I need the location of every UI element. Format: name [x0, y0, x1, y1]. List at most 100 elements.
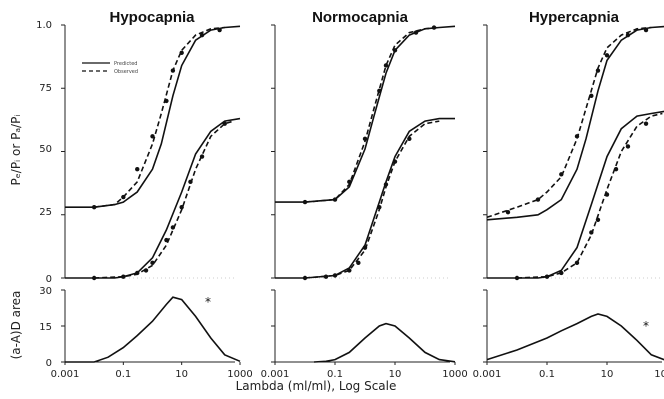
lower-series-observed-point	[574, 260, 580, 266]
upper-series-observed-point	[535, 197, 541, 202]
y-tick-top-25: 25	[39, 207, 52, 218]
lower-series-observed-line	[516, 112, 663, 279]
lower-series-observed-point	[407, 136, 412, 142]
x-tick-label: 1000	[654, 369, 664, 380]
area-curve	[486, 313, 664, 361]
upper-series-observed-point	[170, 68, 176, 73]
lower-series-observed-point	[544, 274, 550, 279]
upper-series-observed-line	[486, 26, 652, 219]
upper-series-predicted-line	[65, 25, 241, 208]
upper-series-observed-point	[347, 179, 352, 185]
y-tick-top-100: 1.0	[36, 20, 52, 31]
panel-title-hypocapnia: Hypocapnia	[109, 9, 195, 26]
upper-series-observed-point	[302, 199, 308, 205]
lower-series-observed-point	[222, 121, 227, 126]
chart-panels: 0.001 0.1 10 1000 * 0.001 0.1 10 1000 0.001 0.1 10 1…	[51, 24, 664, 380]
lower-series-observed-point	[377, 204, 382, 210]
lower-series-observed-point	[332, 273, 338, 278]
upper-series-observed-point	[559, 172, 564, 177]
upper-series-observed-point	[604, 53, 610, 58]
lower-series-observed-point	[170, 225, 176, 230]
lower-series-observed-point	[199, 154, 205, 159]
lower-series-observed-point	[323, 274, 329, 279]
lower-series-observed-line	[304, 120, 440, 279]
area-curve	[65, 296, 241, 363]
lower-series-observed-point	[356, 260, 361, 266]
y-tick-bottom-15: 15	[39, 322, 52, 333]
y-tick-bottom-30: 30	[39, 286, 52, 297]
x-tick-label: 0.1	[115, 369, 131, 380]
upper-series-predicted-line	[275, 25, 456, 203]
x-tick-label: 0.001	[51, 369, 80, 380]
lower-series-observed-point	[135, 270, 140, 276]
upper-series-observed-point	[164, 98, 169, 104]
significance-star: *	[205, 295, 211, 309]
upper-series-observed-point	[217, 27, 222, 33]
lower-series-observed-point	[559, 270, 564, 276]
upper-series-observed-point	[135, 167, 140, 172]
upper-series-observed-point	[121, 194, 126, 200]
upper-series-observed-point	[362, 136, 368, 142]
panel-title-hypercapnia: Hypercapnia	[529, 9, 620, 26]
upper-series-observed-point	[643, 27, 649, 33]
lower-series-observed-point	[164, 237, 169, 243]
x-tick-label: 1000	[227, 369, 252, 380]
lower-series-observed-point	[514, 275, 520, 281]
upper-series-observed-point	[383, 63, 389, 68]
upper-series-observed-point	[377, 88, 382, 93]
upper-series-observed-point	[413, 30, 419, 35]
legend-predicted-label: Predicted	[114, 61, 137, 67]
significance-star: *	[643, 319, 649, 333]
panel-normocapnia: 0.001 0.1 10 1000	[261, 24, 468, 380]
upper-series-observed-point	[150, 134, 155, 139]
y-tick-top-50: 50	[39, 144, 52, 155]
legend-observed-label: Observed	[114, 69, 138, 75]
x-tick-label: 0.001	[473, 369, 502, 380]
upper-series-observed-line	[94, 26, 225, 208]
lower-series-observed-point	[643, 121, 649, 126]
x-tick-label: 0.001	[261, 369, 290, 380]
panel-hypercapnia: 0.001 0.1 10 1000 *	[473, 24, 664, 380]
x-tick-label: 1000	[442, 369, 467, 380]
panel-hypocapnia: 0.001 0.1 10 1000 *	[51, 24, 253, 380]
y-tick-top-0: 0	[46, 274, 52, 285]
lower-series-observed-point	[188, 179, 193, 185]
upper-series-observed-point	[574, 134, 580, 139]
x-tick-label: 10	[389, 369, 402, 380]
upper-series-predicted-line	[486, 25, 664, 221]
upper-series-observed-point	[179, 50, 184, 56]
lower-series-observed-point	[347, 268, 352, 273]
legend: Predicted Observed	[82, 61, 138, 75]
lower-series-predicted-line	[275, 117, 455, 279]
lower-series-predicted-line	[65, 117, 241, 279]
lower-series-observed-point	[302, 275, 308, 281]
y-axis-label-top: Pₑ/Pᵢ or Pₐ/Pᵢ	[9, 115, 23, 186]
lower-series-observed-point	[143, 268, 149, 273]
x-tick-label: 10	[175, 369, 188, 380]
y-tick-top-75: 75	[39, 83, 52, 94]
upper-series-observed-point	[91, 204, 97, 210]
upper-series-observed-point	[431, 25, 437, 30]
upper-series-observed-point	[392, 48, 398, 53]
area-curve	[313, 322, 456, 363]
lower-series-observed-point	[179, 204, 184, 210]
upper-series-observed-point	[595, 68, 601, 73]
lower-series-observed-point	[383, 182, 389, 187]
lower-series-observed-line	[94, 120, 234, 279]
y-axis-label-bottom: (a-A)D area	[9, 291, 23, 360]
lower-series-observed-point	[392, 159, 398, 164]
lower-series-observed-point	[613, 167, 619, 172]
lower-series-observed-point	[150, 260, 155, 266]
x-axis-label: Lambda (ml/ml), Log Scale	[236, 379, 397, 393]
lower-series-observed-point	[121, 274, 126, 279]
x-tick-label: 0.1	[327, 369, 343, 380]
x-tick-label: 10	[601, 369, 614, 380]
lower-series-observed-point	[625, 144, 631, 149]
x-tick-label: 0.1	[539, 369, 555, 380]
lower-series-observed-point	[595, 217, 601, 223]
lower-series-observed-point	[604, 192, 610, 197]
upper-series-observed-point	[199, 32, 205, 38]
lower-series-observed-point	[91, 275, 97, 281]
upper-series-observed-point	[589, 93, 594, 99]
